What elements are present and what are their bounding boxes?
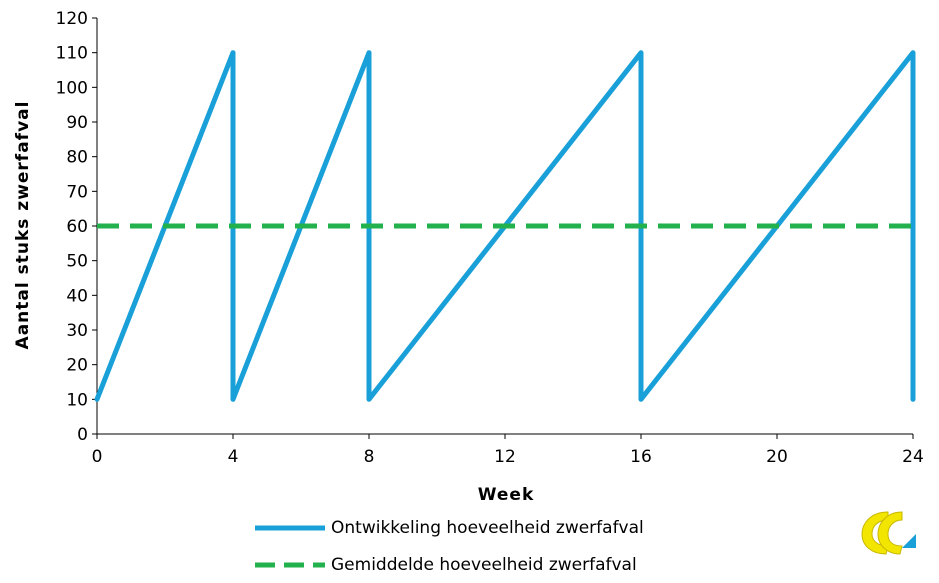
y-tick-label: 80 — [66, 148, 88, 168]
y-tick-label: 20 — [66, 356, 88, 376]
y-tick-label: 60 — [66, 217, 88, 237]
y-axis-title: Aantal stuks zwerfafval — [13, 101, 33, 350]
y-tick-label: 110 — [56, 44, 88, 64]
legend-swatch-solid — [255, 525, 325, 531]
y-tick-label: 70 — [66, 182, 88, 202]
logo-icon — [861, 511, 916, 555]
x-axis-title: Week — [478, 485, 535, 500]
y-tick-label: 90 — [66, 113, 88, 133]
y-tick-label: 120 — [56, 9, 88, 29]
y-tick-label: 10 — [66, 390, 88, 410]
tick-labels: 0 10 20 30 40 50 60 70 80 90 100 110 120 0 4 8 12 16 20 24 — [56, 9, 924, 467]
x-tick-label: 20 — [766, 447, 788, 467]
y-tick-label: 0 — [77, 425, 88, 445]
y-tick-label: 50 — [66, 252, 88, 272]
legend-swatch-dashed — [255, 562, 325, 568]
legend-item-ontwikkeling: Ontwikkeling hoeveelheid zwerfafval — [255, 518, 644, 538]
x-tick-label: 24 — [902, 447, 924, 467]
x-tick-label: 0 — [92, 447, 103, 467]
y-tick-label: 40 — [66, 286, 88, 306]
x-tick-label: 4 — [228, 447, 239, 467]
x-tick-label: 16 — [630, 447, 652, 467]
x-tick-label: 12 — [494, 447, 516, 467]
x-tick-label: 8 — [364, 447, 375, 467]
series-group — [94, 50, 916, 402]
y-tick-label: 30 — [66, 321, 88, 341]
legend-item-gemiddelde: Gemiddelde hoeveelheid zwerfafval — [255, 555, 637, 575]
y-tick-label: 100 — [56, 78, 88, 98]
legend-label-ontwikkeling: Ontwikkeling hoeveelheid zwerfafval — [331, 518, 644, 538]
series-line-0 — [94, 50, 916, 402]
legend-label-gemiddelde: Gemiddelde hoeveelheid zwerfafval — [331, 555, 637, 575]
